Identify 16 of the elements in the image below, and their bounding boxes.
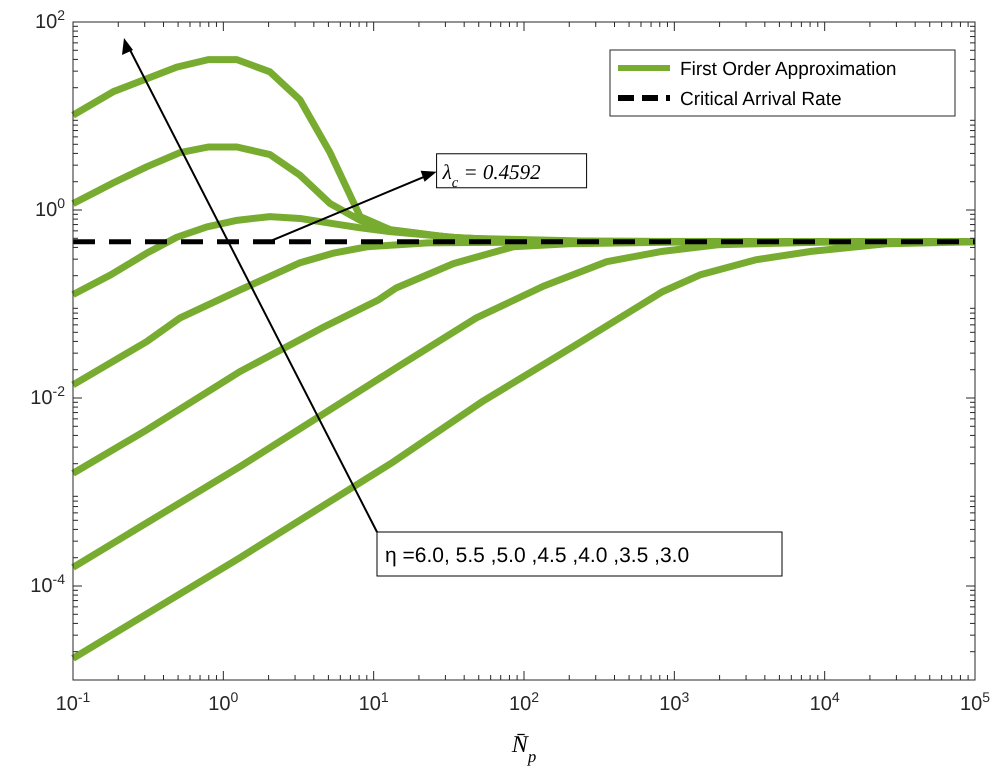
annotation: λ$_{c}$ = 0.4592 (442, 160, 542, 191)
x-tick-label: 10$^{2}$ (508, 689, 540, 715)
x-tick-label: 10$^{0}$ (208, 689, 239, 715)
y-tick-label: 10$^{0}$ (34, 195, 66, 221)
x-tick-label: 10$^{5}$ (960, 689, 990, 715)
legend-label: First Order Approximation (680, 59, 896, 80)
x-axis-title: N̄$_{p}$ (510, 732, 536, 766)
legend-label: Critical Arrival Rate (680, 89, 842, 110)
annotation: η =6.0, 5.5 ,5.0 ,4.5 ,4.0 ,3.5 ,3.0 (385, 544, 690, 567)
x-tick-label: 10$^{4}$ (810, 689, 840, 715)
y-tick-label: 10$^{-4}$ (30, 571, 66, 597)
y-tick-label: 10$^{-2}$ (30, 383, 66, 409)
y-tick-label: 10$^{2}$ (34, 7, 66, 33)
x-tick-label: 10$^{-1}$ (56, 689, 91, 715)
x-tick-label: 10$^{1}$ (358, 689, 389, 715)
x-tick-label: 10$^{3}$ (659, 689, 690, 715)
